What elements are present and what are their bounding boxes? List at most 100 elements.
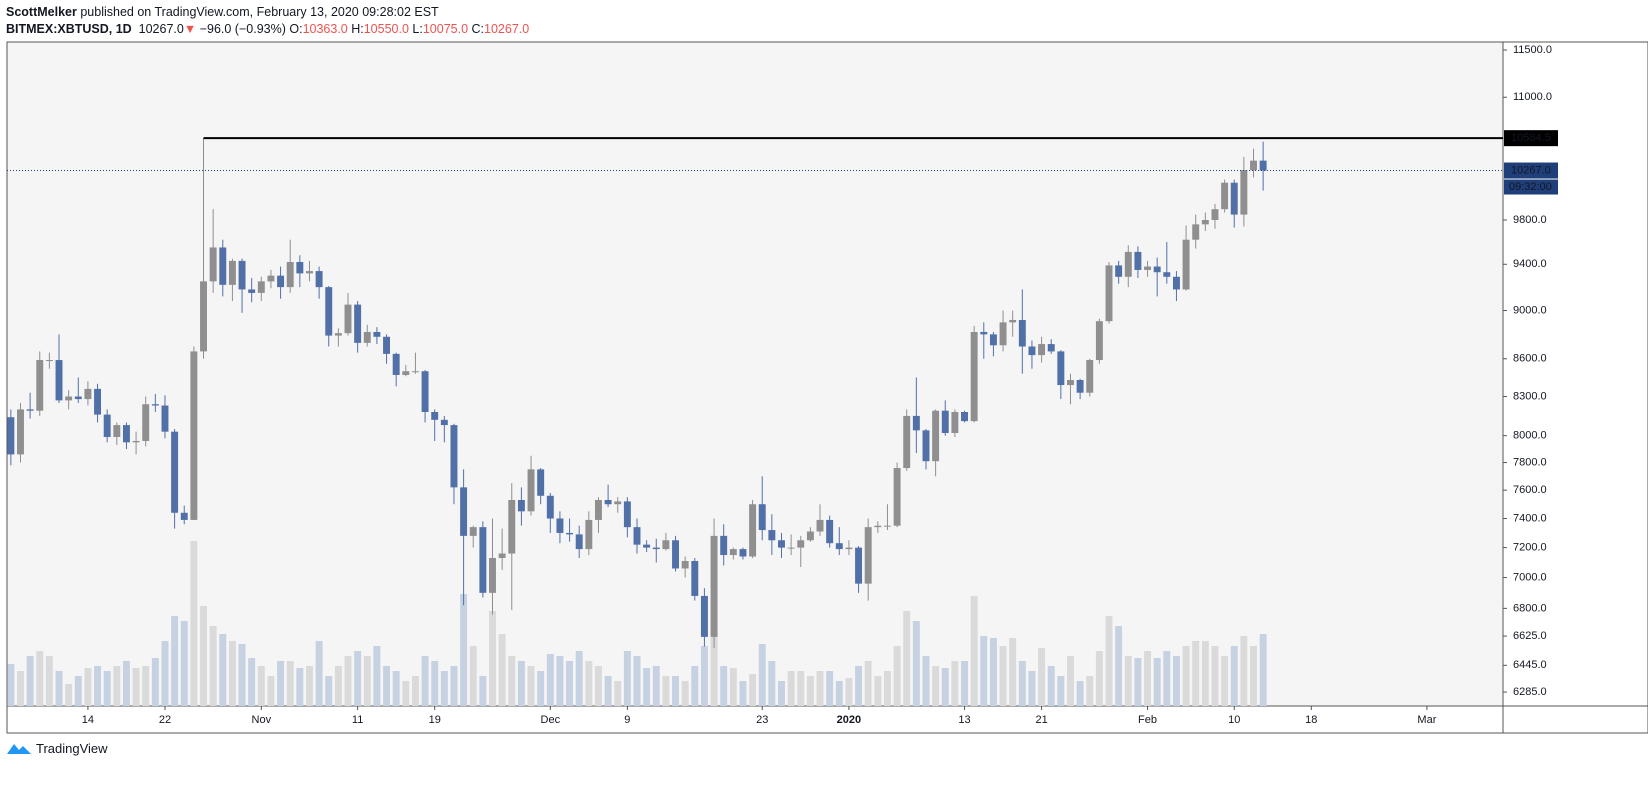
candle-body bbox=[575, 534, 583, 550]
candle-body bbox=[469, 527, 477, 536]
candle-body bbox=[710, 535, 718, 637]
brand[interactable]: TradingView bbox=[36, 740, 108, 756]
volume-bar bbox=[941, 668, 949, 706]
volume-bar bbox=[373, 646, 381, 706]
volume-bar bbox=[1047, 666, 1055, 706]
volume-bar bbox=[1221, 656, 1229, 706]
volume-bar bbox=[922, 656, 930, 706]
overlay-layer: 10584.5 10267.0 09:32:00 bbox=[7, 130, 1558, 195]
header: ScottMelker published on TradingView.com… bbox=[6, 4, 529, 38]
candle-body bbox=[180, 512, 188, 520]
y-tick-label: 8000.0 bbox=[1513, 430, 1547, 442]
countdown-box bbox=[1504, 179, 1558, 195]
countdown-label: 09:32:00 bbox=[1509, 181, 1552, 193]
candle-body bbox=[103, 414, 111, 437]
candle-body bbox=[951, 412, 959, 433]
volume-bar bbox=[286, 661, 294, 706]
y-tick-label: 11000.0 bbox=[1513, 91, 1552, 103]
volume-bar bbox=[122, 661, 130, 706]
candle-body bbox=[652, 547, 660, 550]
volume-bar bbox=[546, 654, 554, 706]
volume-bar bbox=[1105, 616, 1113, 706]
volume-bar bbox=[768, 661, 776, 706]
volume-bar bbox=[835, 681, 843, 706]
candle-body bbox=[363, 331, 371, 343]
y-tick-label: 8300.0 bbox=[1513, 390, 1547, 402]
volume-bar bbox=[883, 671, 891, 706]
volume-bar bbox=[980, 636, 988, 706]
volume-bar bbox=[797, 671, 805, 706]
candle-body bbox=[700, 595, 708, 637]
candle-body bbox=[787, 547, 795, 549]
h: 10550.0 bbox=[363, 22, 409, 36]
candle-body bbox=[306, 271, 313, 274]
volume-bar bbox=[296, 668, 304, 706]
volume-bar bbox=[55, 671, 63, 706]
candle-body bbox=[614, 501, 622, 505]
candle-body bbox=[1018, 319, 1026, 347]
candle-body bbox=[479, 527, 487, 593]
volume-bar bbox=[1057, 676, 1065, 706]
x-tick-label: 18 bbox=[1305, 714, 1317, 726]
l: 10075.0 bbox=[422, 22, 469, 36]
volume-bar bbox=[989, 638, 997, 706]
candle-body bbox=[94, 388, 102, 415]
volume-bar bbox=[1144, 651, 1152, 706]
candle-body bbox=[45, 360, 53, 362]
volume-bar bbox=[604, 676, 612, 706]
x-tick-label: 22 bbox=[159, 714, 171, 726]
candle-body bbox=[55, 360, 63, 401]
volume-bar bbox=[527, 666, 535, 706]
candle-body bbox=[835, 543, 843, 550]
x-tick-label: 2020 bbox=[837, 714, 861, 726]
volume-bar bbox=[190, 541, 198, 706]
author[interactable]: ScottMelker bbox=[6, 5, 77, 19]
volume-bar bbox=[334, 666, 342, 706]
candle-body bbox=[74, 396, 82, 400]
candle-body bbox=[1172, 276, 1180, 290]
candle-body bbox=[922, 430, 930, 462]
volume-bar bbox=[594, 666, 602, 706]
volume-bar bbox=[961, 661, 968, 706]
volume-bar bbox=[180, 621, 188, 706]
volume-bar bbox=[508, 656, 516, 706]
volume-bar bbox=[469, 646, 477, 706]
candle-body bbox=[171, 431, 179, 513]
volume-bar bbox=[344, 656, 352, 706]
y-tick-label: 6445.0 bbox=[1513, 659, 1547, 671]
volume-bar bbox=[84, 668, 92, 706]
volume-bar bbox=[1201, 641, 1209, 706]
candle-body bbox=[325, 287, 333, 336]
candle-body bbox=[26, 409, 34, 411]
candle-body bbox=[113, 425, 121, 437]
x-tick-label: 23 bbox=[756, 714, 768, 726]
candle-body bbox=[1095, 321, 1103, 361]
volume-bar bbox=[306, 666, 313, 706]
candle-body bbox=[161, 405, 169, 432]
volume-bar bbox=[1095, 651, 1103, 706]
volume-bar bbox=[1086, 676, 1094, 706]
volume-bar bbox=[1192, 641, 1200, 706]
candle-body bbox=[7, 417, 15, 455]
candle-body bbox=[334, 333, 342, 336]
candle-body bbox=[1067, 380, 1074, 386]
volume-bar bbox=[758, 644, 766, 706]
candle-body bbox=[1057, 351, 1065, 386]
volume-bar bbox=[1153, 658, 1161, 706]
volume-bar bbox=[691, 666, 699, 706]
volume-bar bbox=[556, 656, 564, 706]
candle-body bbox=[517, 499, 525, 512]
volume-bar bbox=[826, 671, 834, 706]
volume-bar bbox=[1163, 651, 1171, 706]
volume-bar bbox=[45, 656, 53, 706]
volume-bar bbox=[1076, 681, 1084, 706]
candle-body bbox=[344, 304, 352, 334]
x-tick-label: 10 bbox=[1228, 714, 1240, 726]
volume-bar bbox=[1211, 646, 1219, 706]
volume-bar bbox=[498, 634, 506, 706]
candle-body bbox=[556, 518, 564, 533]
publish-line: ScottMelker published on TradingView.com… bbox=[6, 4, 529, 21]
x-tick-label: 9 bbox=[624, 714, 630, 726]
candle-body bbox=[1230, 182, 1238, 215]
candle-body bbox=[845, 547, 853, 550]
